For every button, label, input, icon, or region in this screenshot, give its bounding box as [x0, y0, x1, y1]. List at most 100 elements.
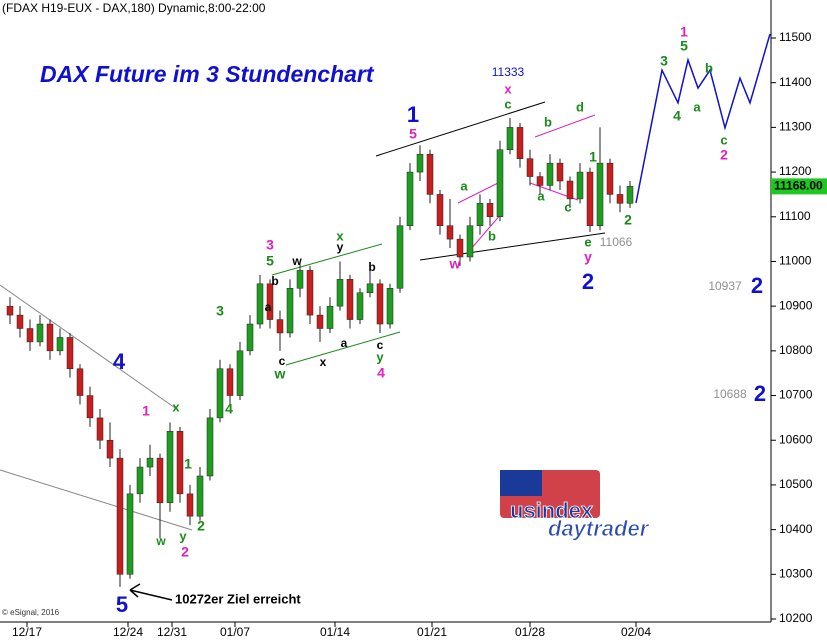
wave-label: x	[320, 355, 327, 369]
x-tick-label: 12/31	[157, 625, 187, 639]
candle-body	[456, 238, 464, 258]
wave-label: a	[341, 336, 348, 350]
wave-label: 2	[181, 544, 189, 560]
wave-label: 3	[266, 237, 274, 253]
trend-line	[285, 331, 401, 366]
y-tick-label: 11100	[779, 209, 811, 223]
candle-body	[626, 186, 634, 204]
y-tick-label: 10900	[779, 298, 813, 312]
candle-body	[216, 368, 224, 419]
candle-body	[116, 457, 124, 575]
candle-body	[56, 337, 64, 352]
candle-body	[226, 368, 234, 396]
candle-body	[66, 337, 74, 369]
y-tick-label: 10300	[779, 566, 813, 580]
wave-label: 10272er Ziel erreicht	[175, 591, 301, 606]
candle-body	[126, 493, 134, 575]
wave-label: 2	[197, 518, 205, 534]
candle-body	[396, 225, 404, 289]
candle-body	[176, 431, 184, 495]
candle-body	[156, 457, 164, 504]
candle-body	[606, 162, 614, 195]
chart-header: (FDAX H19-EUX - DAX,180) Dynamic,8:00-22…	[2, 1, 266, 15]
wave-label: w	[449, 256, 461, 272]
y-tick-label: 10700	[779, 388, 813, 402]
wave-label: 4	[377, 365, 385, 381]
candle-body	[356, 292, 364, 320]
wave-label: w	[155, 534, 166, 548]
wave-label: b	[488, 228, 496, 243]
wave-label: 1	[407, 102, 419, 127]
logo-flag-canton	[500, 470, 542, 496]
arrow-head	[129, 583, 141, 598]
candle-body	[266, 283, 274, 320]
candle-body	[446, 225, 454, 240]
wave-label: 3	[660, 53, 668, 69]
candle-body	[466, 225, 474, 258]
candle-body	[376, 283, 384, 325]
wave-label: b	[271, 274, 278, 288]
wave-label: c	[504, 96, 511, 111]
candle-body	[416, 153, 424, 173]
candle-body	[586, 171, 594, 226]
wave-label: 1	[142, 403, 150, 419]
candle-body	[406, 171, 414, 226]
candle-body	[6, 305, 14, 316]
projection-line	[635, 33, 771, 204]
candle-body	[576, 171, 584, 200]
y-tick-label: 11500	[779, 30, 812, 44]
candle-body	[16, 314, 24, 329]
wave-label: 1	[589, 149, 597, 165]
candle-body	[526, 158, 534, 177]
candle-body	[276, 319, 284, 334]
y-tick-label: 10400	[779, 522, 813, 536]
credit: © eSignal, 2016	[2, 608, 60, 617]
wave-label: 11066	[600, 235, 633, 249]
wave-label: b	[705, 60, 713, 75]
wave-label: a	[693, 99, 701, 114]
y-tick-label: 11000	[779, 254, 812, 268]
y-tick-label: 10800	[779, 343, 813, 357]
x-tick-label: 01/21	[417, 625, 447, 639]
x-tick-label: 12/17	[12, 625, 42, 639]
candle-body	[496, 149, 504, 218]
wave-label: a	[265, 300, 272, 314]
x-tick-label: 02/04	[621, 625, 651, 639]
x-tick-label: 01/14	[320, 625, 350, 639]
candle-body	[106, 439, 114, 459]
candle-body	[186, 493, 194, 517]
x-tick-label: 01/28	[515, 625, 545, 639]
wave-label: w	[291, 254, 302, 268]
wave-label: 10688	[713, 387, 747, 401]
wave-label: c	[720, 132, 727, 147]
candle-body	[286, 288, 294, 334]
arrow	[129, 589, 173, 601]
candle-body	[436, 194, 444, 226]
candle-body	[616, 194, 624, 204]
wave-label: c	[279, 354, 286, 368]
y-tick-label: 10200	[779, 611, 813, 625]
wave-label: 5	[409, 126, 417, 142]
trend-line	[534, 114, 596, 138]
y-tick-label: 11200	[779, 164, 812, 178]
y-tick-label: 10600	[779, 432, 813, 446]
wave-label: x	[336, 228, 344, 243]
candle-body	[196, 475, 204, 517]
candle-body	[536, 176, 544, 186]
candle-body	[256, 283, 264, 325]
candle-body	[426, 153, 434, 195]
wave-label: 11333	[492, 65, 525, 79]
logo-text: usindex	[510, 498, 594, 523]
x-tick-label: 12/24	[113, 625, 143, 639]
wave-label: 4	[673, 108, 681, 124]
last-price-box	[771, 178, 827, 195]
candle-body	[596, 162, 604, 226]
candle-body	[566, 180, 574, 200]
wave-label: b	[368, 260, 375, 274]
trend-line	[271, 243, 383, 276]
wave-label: 5	[266, 253, 274, 269]
candle-body	[476, 203, 484, 226]
y-tick-label: 11300	[779, 120, 812, 134]
wave-label: 5	[680, 38, 688, 54]
